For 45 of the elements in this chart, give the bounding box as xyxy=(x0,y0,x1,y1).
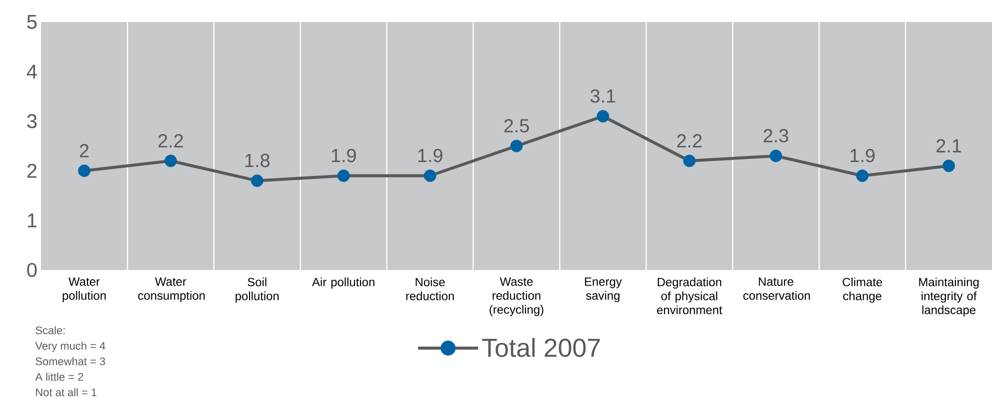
x-tick-label: Water pollution xyxy=(62,278,106,302)
data-label: 2.2 xyxy=(158,134,183,148)
data-label: 3.1 xyxy=(590,89,616,103)
x-tick-label: Water consumption xyxy=(138,278,205,302)
text: Somewhat = 3 xyxy=(36,357,106,366)
point xyxy=(250,174,264,187)
x-tick-label: Soil pollution xyxy=(236,278,279,303)
y-tick-label: 1 xyxy=(28,214,37,228)
y-tick-label: 4 xyxy=(26,64,37,78)
y-tick-label: 2 xyxy=(27,164,36,178)
point xyxy=(942,160,955,172)
point xyxy=(337,170,350,182)
point xyxy=(856,170,869,182)
text: Very much = 4 xyxy=(35,342,106,352)
text: Not at all = 1 xyxy=(36,388,96,396)
point xyxy=(770,150,782,162)
x-tick-label: Climate change xyxy=(842,278,882,303)
x-tick-label: Energy saving xyxy=(585,278,622,302)
text: Scale: xyxy=(36,326,65,334)
x-tick-label: Noise reduction xyxy=(406,278,454,300)
data-label: 2.2 xyxy=(677,134,702,148)
point xyxy=(78,164,90,177)
x-tick-label: Waste reduction (recycling) xyxy=(490,278,544,316)
data-label: 2.3 xyxy=(764,128,788,142)
x-tick-label: Air pollution xyxy=(312,278,374,289)
data-label: 2.1 xyxy=(936,139,962,152)
data-label: 2 xyxy=(80,144,89,158)
y-tick-label: 0 xyxy=(27,262,37,278)
y-tick-label: 5 xyxy=(27,15,37,29)
legend-label: Total 2007 xyxy=(482,338,600,358)
point xyxy=(164,154,177,168)
x-tick-label: Maintaining integrity of landscape xyxy=(919,278,979,317)
x-tick-label: Nature conservation xyxy=(743,278,810,300)
point xyxy=(424,170,436,182)
x-tick-label: Degradation of physical environment xyxy=(657,278,722,314)
point xyxy=(510,140,523,152)
point xyxy=(683,154,696,168)
data-label: 1.9 xyxy=(418,148,442,162)
data-label: 1.9 xyxy=(332,148,356,162)
point xyxy=(596,110,610,122)
data-label: 2.5 xyxy=(504,119,529,132)
data-label: 1.8 xyxy=(245,154,270,168)
y-tick-label: 3 xyxy=(27,114,37,128)
text: A little = 2 xyxy=(35,372,84,381)
data-label: 1.9 xyxy=(850,148,875,162)
